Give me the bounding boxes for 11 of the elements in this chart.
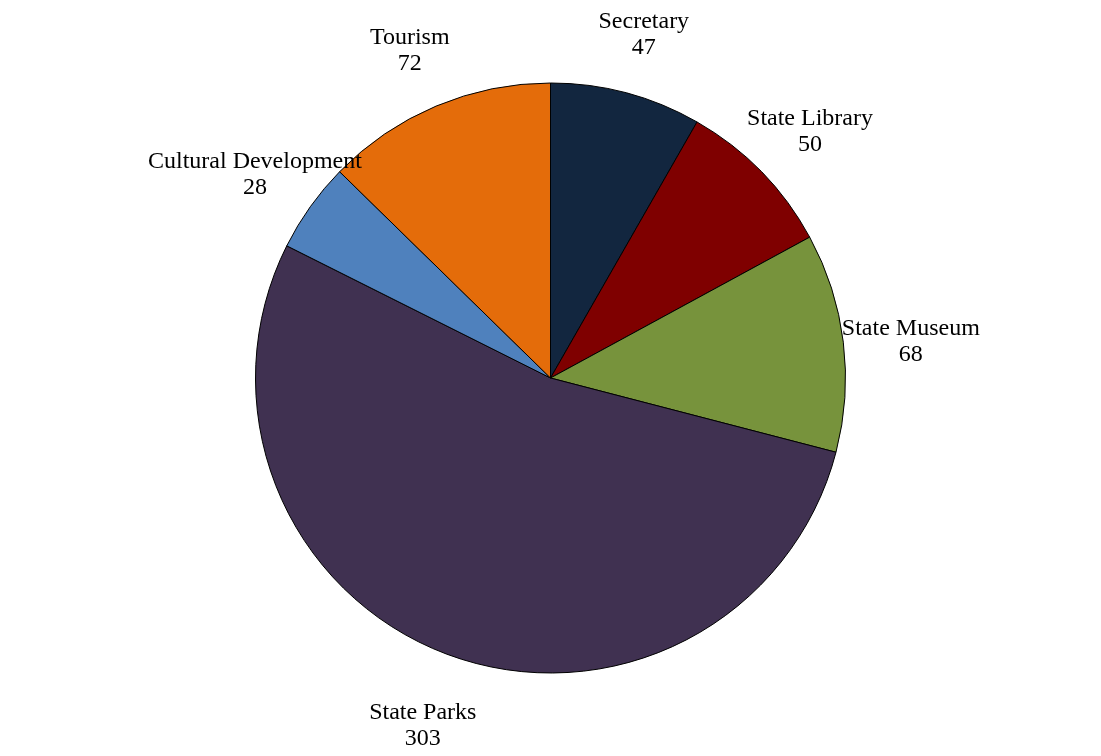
data-label: 28	[242, 173, 267, 200]
slice-label: Secretary	[598, 7, 690, 34]
data-label: 50	[798, 130, 822, 157]
data-label: 72	[397, 49, 422, 76]
data-label: 47	[631, 33, 656, 60]
data-label: 68	[898, 339, 923, 366]
data-label: 303	[404, 723, 441, 750]
slice-label: Tourism	[369, 23, 450, 50]
slice-label: State Library	[747, 104, 873, 131]
slice-label: State Parks	[369, 697, 477, 724]
slice-label: State Museum	[841, 313, 981, 340]
